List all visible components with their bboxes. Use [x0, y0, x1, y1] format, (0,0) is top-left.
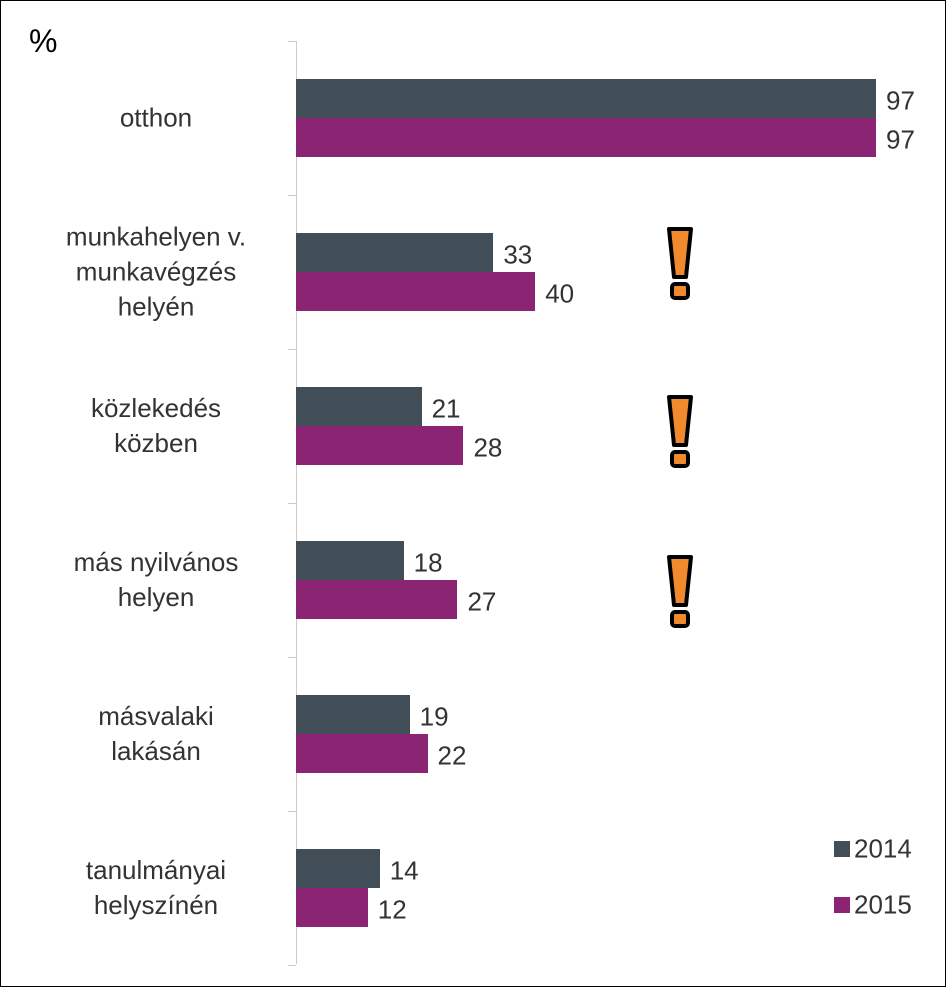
- axis-tick: [288, 657, 296, 658]
- bar: [296, 118, 877, 157]
- alert-icon: [667, 395, 693, 468]
- value-label: 12: [377, 894, 407, 924]
- axis-tick: [288, 195, 296, 196]
- legend-label: 2015: [854, 889, 912, 920]
- axis-tick: [288, 811, 296, 812]
- y-tick-label: közlekedés közben: [90, 393, 222, 458]
- bar: [296, 849, 380, 888]
- alert-icons: [667, 227, 693, 628]
- legend-swatch: [834, 841, 850, 857]
- legend-label: 2014: [854, 833, 912, 864]
- value-label: 40: [545, 278, 575, 308]
- bar: [296, 426, 464, 465]
- unit-label: %: [29, 23, 58, 59]
- value-label: 18: [413, 547, 443, 577]
- axis-tick: [288, 349, 296, 350]
- legend-swatch: [834, 897, 850, 913]
- bar: [296, 695, 410, 734]
- axis-tick: [288, 41, 296, 42]
- bar: [296, 734, 428, 773]
- axis-tick: [288, 965, 296, 966]
- y-tick-label: másvalaki lakásán: [98, 701, 214, 766]
- bar: [296, 580, 458, 619]
- value-label: 33: [503, 239, 533, 269]
- value-label: 28: [473, 432, 503, 462]
- axis-tick: [288, 503, 296, 504]
- axis-line: [296, 41, 297, 964]
- value-label: 21: [431, 393, 461, 423]
- alert-icon: [667, 227, 693, 300]
- bar: [296, 79, 877, 118]
- bar: [296, 541, 404, 580]
- alert-icon: [667, 555, 693, 628]
- bar: [296, 272, 536, 311]
- value-label: 27: [467, 586, 497, 616]
- value-label: 22: [437, 740, 467, 770]
- bar: [296, 888, 368, 927]
- y-tick-label: munkahelyen v. munkavégzés helyén: [65, 221, 247, 322]
- y-tick-label: más nyilvános helyen: [73, 547, 239, 612]
- bar: [296, 233, 494, 272]
- value-label: 97: [886, 85, 915, 115]
- value-label: 97: [886, 124, 915, 154]
- y-tick-label: otthon: [119, 102, 193, 133]
- bar: [296, 387, 422, 426]
- value-label: 19: [419, 701, 449, 731]
- value-label: 14: [389, 855, 419, 885]
- y-tick-label: tanulmányai helyszínén: [85, 855, 227, 920]
